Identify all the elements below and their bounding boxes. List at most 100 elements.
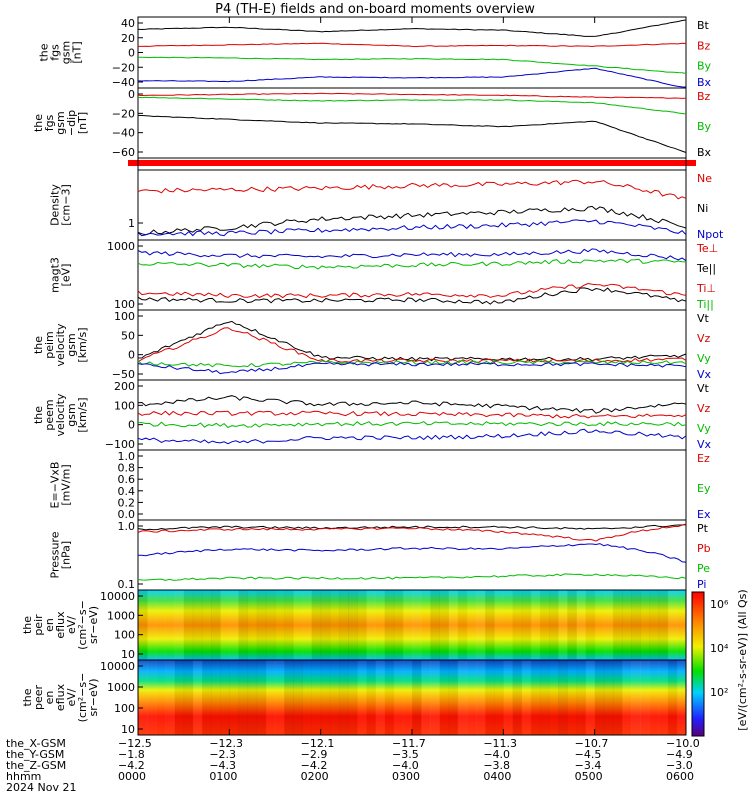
spectrogram-texture xyxy=(585,660,596,735)
spectrogram-texture xyxy=(448,660,459,735)
spectrogram-texture xyxy=(448,590,459,660)
series-Vy xyxy=(137,421,687,429)
spectrogram-texture xyxy=(229,590,239,660)
y-label-line: magt3 xyxy=(49,257,62,293)
spectrogram-texture xyxy=(265,660,276,735)
panel-frame xyxy=(137,449,687,521)
y-label-line: the xyxy=(21,616,34,634)
footer-value: 0400 xyxy=(483,770,512,783)
legend-Pe: Pe xyxy=(697,562,710,575)
spectrogram-texture xyxy=(320,660,331,735)
footer-value: −12.1 xyxy=(300,737,335,750)
spectrogram-texture xyxy=(530,590,541,660)
y-tick-label: 0.1 xyxy=(118,578,136,591)
spectrogram-texture xyxy=(220,590,230,660)
spectrogram-texture xyxy=(183,660,194,735)
y-tick-label: 100 xyxy=(114,629,135,642)
footer-value: −10.7 xyxy=(574,737,609,750)
y-tick-label: 0 xyxy=(128,47,135,60)
spectrogram-texture xyxy=(329,590,340,660)
y-label-line: Pressure xyxy=(49,531,62,578)
legend-Ti⊥: Ti⊥ xyxy=(696,282,716,295)
spectrogram-texture xyxy=(594,590,605,660)
legend-Ti||: Ti|| xyxy=(696,298,714,311)
spectrogram-texture xyxy=(622,590,632,660)
footer-value: −4.9 xyxy=(666,748,693,761)
y-tick-label: 0.6 xyxy=(118,473,136,486)
spectrogram-texture xyxy=(512,660,523,735)
spectrogram-texture xyxy=(156,590,166,660)
legend-Ey: Ey xyxy=(697,482,711,495)
spectrogram-texture xyxy=(284,660,294,735)
spectrogram-texture xyxy=(421,660,431,735)
y-tick-label: 1.0 xyxy=(118,520,136,533)
legend-Bx: Bx xyxy=(697,76,712,89)
spectrogram-texture xyxy=(412,660,422,735)
panel-efield: 1.00.80.60.40.20.0 E=−VxB[mV/m] Ez Ey Ex xyxy=(49,449,711,521)
spectrogram-texture xyxy=(667,660,678,735)
spectrogram-texture xyxy=(530,660,541,735)
spectrogram-texture xyxy=(366,590,376,660)
y-label-line: fgs xyxy=(49,44,62,61)
spectrogram-texture xyxy=(576,660,587,735)
spectrogram-texture xyxy=(147,590,157,660)
spectrogram-texture xyxy=(667,590,678,660)
y-label-line: eV/ xyxy=(65,616,78,634)
footer-row-label: the_Y-GSM xyxy=(6,748,65,761)
spectrogram-texture xyxy=(402,590,413,660)
y-label-line: eV/ xyxy=(65,688,78,706)
spectrogram-texture xyxy=(494,590,504,660)
footer-value: −4.3 xyxy=(209,759,237,772)
y-label-line: [km/s] xyxy=(76,327,89,362)
spectrogram-texture xyxy=(466,660,477,735)
spectrogram-texture xyxy=(631,660,641,735)
spectrogram-texture xyxy=(238,660,249,735)
y-label-line: sr−eV) xyxy=(87,606,100,644)
y-label-line: velocity xyxy=(54,323,67,366)
series-Te|| xyxy=(137,287,687,305)
series-Ti⊥ xyxy=(137,282,687,299)
spectrogram-texture xyxy=(649,590,660,660)
y-label-line: [km/s] xyxy=(76,397,89,432)
y-label-line: Density xyxy=(49,184,62,226)
y-label-line: peem xyxy=(43,399,56,430)
legend-Ne: Ne xyxy=(697,172,712,185)
spectrogram-texture xyxy=(430,590,440,660)
y-label-line: fgs xyxy=(43,114,56,131)
y-tick-label: 40 xyxy=(121,17,135,30)
y-tick-label: 10 xyxy=(121,723,135,736)
y-tick-label: 1 xyxy=(128,217,135,230)
series-Ni xyxy=(137,205,687,236)
footer-value: −12.5 xyxy=(118,737,152,750)
series-Pi xyxy=(137,543,687,563)
series-Ne xyxy=(137,179,687,200)
y-label-line: gsm xyxy=(65,403,78,426)
spectrogram-texture xyxy=(238,590,249,660)
footer-value: −3.8 xyxy=(483,759,511,772)
footer-value: −3.0 xyxy=(666,759,693,772)
y-label-line: gsm xyxy=(60,41,73,64)
spectrogram-texture xyxy=(558,660,568,735)
spectrogram-texture xyxy=(658,660,669,735)
y-label-line: en xyxy=(43,691,56,705)
series-Ti|| xyxy=(137,258,687,270)
y-tick-label: 10000 xyxy=(100,660,135,673)
legend-Te||: Te|| xyxy=(696,262,716,275)
spectrogram-texture xyxy=(466,590,477,660)
y-label-line: sr−eV) xyxy=(87,678,100,716)
spectrogram-texture xyxy=(421,590,431,660)
panel-temp: 1000 100 magt3[eV] Te⊥ Te|| Ti⊥ Ti|| xyxy=(49,239,718,311)
y-tick-label: 0.2 xyxy=(118,496,136,509)
y-label-line: [nT] xyxy=(71,41,84,63)
y-tick-label: −60 xyxy=(112,146,135,159)
y-label-line: [nPa] xyxy=(60,541,73,569)
colorbar-label-text: [eV/(cm²-s-sr-eV)] (All Qs) xyxy=(736,589,749,730)
spectrogram-texture xyxy=(539,660,550,735)
spectrogram-texture xyxy=(475,660,486,735)
footer-value: −1.8 xyxy=(118,748,145,761)
